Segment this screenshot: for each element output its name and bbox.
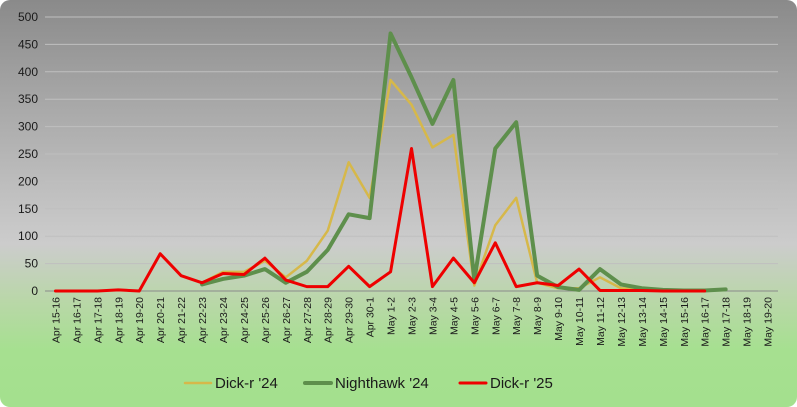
- x-tick-label: Apr 17-18: [92, 297, 104, 343]
- y-tick-label: 200: [18, 174, 38, 188]
- legend-label: Nighthawk '24: [335, 375, 429, 392]
- x-tick-label: Apr 26-27: [281, 297, 293, 343]
- series-lines: [53, 31, 728, 293]
- x-axis-ticks: Apr 15-16 Apr 16-17 Apr 17-18 Apr 18-19 Apr …: [50, 297, 774, 347]
- x-tick-label: May 6-7: [490, 297, 502, 335]
- y-tick-label: 300: [18, 120, 38, 134]
- x-tick-label: May 16-17: [700, 297, 712, 347]
- legend-label: Dick-r '24: [215, 375, 278, 392]
- x-tick-label: Apr 16-17: [71, 297, 83, 343]
- x-tick-label: May 5-6: [469, 297, 481, 335]
- y-tick-label: 0: [31, 284, 38, 298]
- series-line-0: [200, 78, 686, 293]
- x-tick-label: Apr 25-26: [260, 297, 272, 343]
- x-tick-label: May 11-12: [595, 297, 607, 346]
- x-tick-label: May 12-13: [616, 297, 628, 347]
- y-tick-label: 450: [18, 37, 38, 51]
- x-tick-label: May 7-8: [511, 297, 523, 335]
- x-tick-label: May 9-10: [553, 297, 565, 341]
- x-tick-label: May 17-18: [721, 297, 733, 347]
- x-tick-label: May 8-9: [532, 297, 544, 335]
- x-tick-label: Apr 28-29: [323, 297, 335, 343]
- legend-label: Dick-r '25: [490, 375, 553, 392]
- y-axis-ticks: 0 50 100 150 200 250 300 350 400 450 500: [18, 10, 38, 298]
- x-tick-label: Apr 20-21: [155, 297, 167, 343]
- x-tick-label: Apr 23-24: [218, 297, 230, 343]
- x-tick-label: May 15-16: [679, 297, 691, 347]
- x-tick-label: May 10-11: [574, 297, 586, 346]
- x-tick-label: May 2-3: [407, 297, 419, 335]
- x-tick-label: Apr 22-23: [197, 297, 209, 343]
- x-tick-label: Apr 15-16: [50, 297, 62, 343]
- x-tick-label: May 19-20: [763, 297, 775, 347]
- x-tick-label: Apr 24-25: [239, 297, 251, 343]
- x-tick-label: Apr 30-1: [365, 297, 377, 337]
- x-tick-label: May 18-19: [742, 297, 754, 347]
- y-tick-label: 150: [18, 202, 38, 216]
- x-tick-label: May 1-2: [386, 297, 398, 335]
- x-tick-label: Apr 19-20: [134, 297, 146, 343]
- legend: Dick-r '24 Nighthawk '24 Dick-r '25: [183, 375, 553, 392]
- y-tick-label: 350: [18, 92, 38, 106]
- y-tick-label: 400: [18, 65, 38, 79]
- x-tick-label: May 14-15: [658, 297, 670, 347]
- y-tick-label: 250: [18, 147, 38, 161]
- x-tick-label: Apr 27-28: [302, 297, 314, 343]
- x-tick-label: May 3-4: [427, 297, 439, 335]
- x-tick-label: May 4-5: [448, 297, 460, 335]
- y-tick-label: 100: [18, 229, 38, 243]
- x-tick-label: Apr 18-19: [113, 297, 125, 343]
- y-tick-label: 500: [18, 10, 38, 24]
- series-line-2: [53, 147, 707, 293]
- x-tick-label: May 13-14: [637, 297, 649, 347]
- x-tick-label: Apr 29-30: [344, 297, 356, 343]
- y-tick-label: 50: [25, 257, 39, 271]
- x-tick-label: Apr 21-22: [176, 297, 188, 343]
